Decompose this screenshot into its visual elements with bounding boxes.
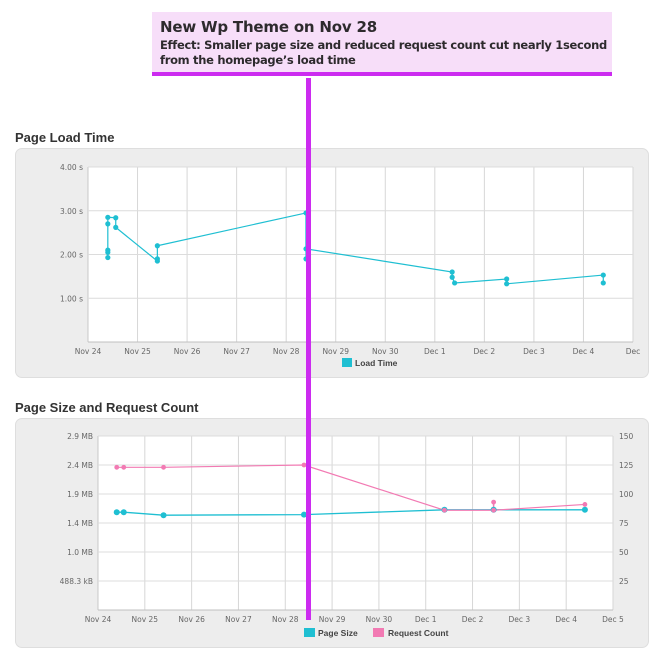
y-tick-label: 1.9 MB — [67, 490, 93, 499]
x-tick-label: Nov 24 — [85, 615, 112, 624]
y-tick-label: 2.9 MB — [67, 432, 93, 441]
y2-tick-label: 75 — [619, 519, 629, 528]
legend-label-load-time[interactable]: Load Time — [355, 358, 398, 368]
y-tick-label: 1.0 MB — [67, 548, 93, 557]
data-point[interactable] — [449, 274, 455, 280]
data-point[interactable] — [105, 214, 111, 220]
data-point[interactable] — [105, 247, 111, 253]
data-point[interactable] — [113, 509, 120, 516]
annotation-title: New Wp Theme on Nov 28 — [160, 18, 377, 36]
data-point[interactable] — [449, 269, 455, 275]
y-tick-label: 488.3 kB — [60, 577, 93, 586]
size-count-title: Page Size and Request Count — [15, 400, 199, 415]
legend-label-page-size[interactable]: Page Size — [318, 628, 358, 638]
annotation-box: New Wp Theme on Nov 28 Effect: Smaller p… — [152, 12, 612, 76]
data-point[interactable] — [301, 511, 307, 518]
x-tick-label: Nov 27 — [225, 615, 252, 624]
x-tick-label: Nov 26 — [174, 347, 201, 356]
x-tick-label: Nov 30 — [372, 347, 399, 356]
x-tick-label: Dec 1 — [424, 347, 446, 356]
data-point[interactable] — [491, 507, 497, 513]
load-time-chart-panel: Nov 24 Nov 25 Nov 26 Nov 27 Nov 28 Nov 29 Nov … — [15, 148, 649, 378]
data-point[interactable] — [301, 462, 307, 468]
y-tick-label: 2.4 MB — [67, 461, 93, 470]
data-point[interactable] — [113, 215, 119, 221]
x-tick-label: Dec 3 — [523, 347, 545, 356]
y2-tick-label: 125 — [619, 461, 634, 470]
data-point[interactable] — [491, 499, 497, 505]
data-point[interactable] — [120, 509, 127, 516]
data-point[interactable] — [114, 464, 120, 470]
data-point[interactable] — [600, 272, 606, 278]
x-tick-label: Nov 25 — [124, 347, 151, 356]
legend-label-request-count[interactable]: Request Count — [388, 628, 449, 638]
data-point[interactable] — [504, 276, 510, 282]
y2-tick-label: 150 — [619, 432, 634, 441]
y2-tick-label: 50 — [619, 548, 629, 557]
legend-swatch-load-time — [342, 358, 352, 367]
x-tick-label: Nov 30 — [366, 615, 393, 624]
x-tick-label: Nov 28 — [272, 615, 299, 624]
x-tick-label: Nov 26 — [178, 615, 205, 624]
y2-tick-label: 100 — [619, 490, 634, 499]
y-tick-label: 1.4 MB — [67, 519, 93, 528]
y2-tick-label: 25 — [619, 577, 629, 586]
load-time-line — [107, 212, 604, 285]
data-point[interactable] — [452, 280, 458, 286]
x-tick-label: Dec 2 — [474, 347, 496, 356]
data-point[interactable] — [113, 224, 119, 230]
x-tick-label: Dec 3 — [509, 615, 531, 624]
x-tick-label: Nov 27 — [223, 347, 250, 356]
data-point[interactable] — [161, 464, 166, 470]
x-tick-label: Nov 29 — [319, 615, 346, 624]
data-point[interactable] — [154, 256, 160, 262]
size-count-chart-panel: Nov 24 Nov 25 Nov 26 Nov 27 Nov 28 Nov 29 Nov … — [15, 418, 649, 648]
legend-swatch-page-size — [304, 628, 315, 637]
y-tick-label: 1.00 s — [60, 294, 83, 303]
y-tick-label: 2.00 s — [60, 251, 83, 260]
annotation-body: Effect: Smaller page size and reduced re… — [160, 38, 607, 67]
data-point[interactable] — [154, 243, 160, 249]
x-tick-label: Dec 5 — [602, 615, 624, 624]
data-point[interactable] — [160, 512, 167, 519]
data-point[interactable] — [600, 280, 606, 286]
data-point[interactable] — [504, 281, 510, 287]
event-marker-line — [306, 78, 311, 620]
x-tick-label: Dec 1 — [415, 615, 437, 624]
data-point[interactable] — [582, 502, 588, 507]
size-count-chart: Nov 24 Nov 25 Nov 26 Nov 27 Nov 28 Nov 29 Nov … — [60, 432, 634, 638]
x-tick-label: Dec — [626, 347, 641, 356]
data-point[interactable] — [105, 221, 111, 227]
x-tick-label: Nov 24 — [75, 347, 102, 356]
load-time-chart: Nov 24 Nov 25 Nov 26 Nov 27 Nov 28 Nov 29 Nov … — [60, 163, 641, 368]
x-tick-label: Nov 28 — [273, 347, 300, 356]
data-point[interactable] — [121, 464, 127, 470]
x-tick-label: Dec 2 — [462, 615, 484, 624]
x-tick-label: Dec 4 — [555, 615, 577, 624]
load-time-title: Page Load Time — [15, 130, 115, 145]
legend-swatch-request-count — [373, 628, 384, 637]
y-tick-label: 3.00 s — [60, 207, 83, 216]
y-tick-label: 4.00 s — [60, 163, 83, 172]
x-tick-label: Nov 29 — [322, 347, 349, 356]
x-tick-label: Nov 25 — [132, 615, 159, 624]
data-point[interactable] — [442, 507, 447, 513]
data-point[interactable] — [105, 254, 111, 261]
data-point[interactable] — [581, 506, 588, 513]
x-tick-label: Dec 4 — [573, 347, 595, 356]
